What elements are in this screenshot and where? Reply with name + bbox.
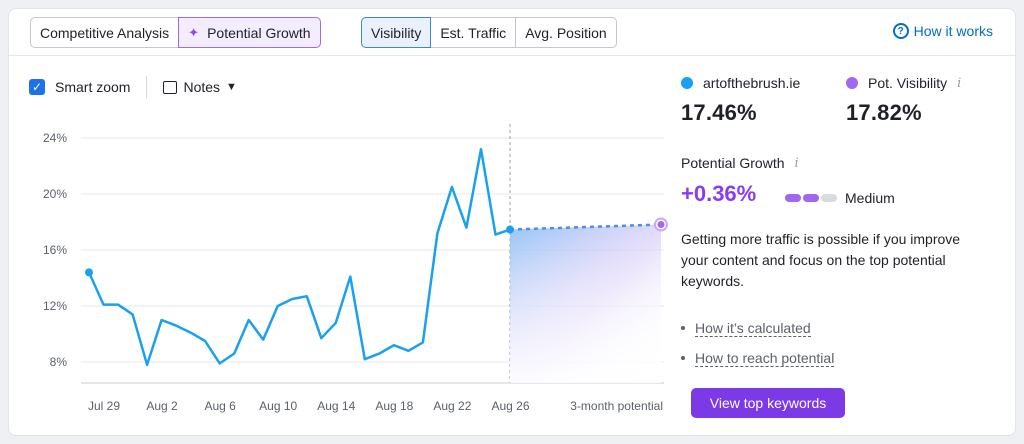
link-label: How to reach potential xyxy=(695,349,835,367)
x-tick-label: Jul 29 xyxy=(88,399,120,413)
x-tick-label: 3-month potential xyxy=(570,399,663,413)
x-tick-label: Aug 2 xyxy=(146,399,178,413)
question-icon: ? xyxy=(892,23,909,39)
domain-label: artofthebrush.ie xyxy=(703,75,801,91)
domain-metric: artofthebrush.ie 17.46% xyxy=(681,75,800,126)
x-tick-label: Aug 14 xyxy=(317,399,355,413)
growth-bar-segment xyxy=(803,194,819,202)
x-tick-label: Aug 22 xyxy=(433,399,471,413)
tab-visibility[interactable]: Visibility xyxy=(361,17,432,48)
tab-avg-position[interactable]: Avg. Position xyxy=(515,17,617,48)
growth-description: Getting more traffic is possible if you … xyxy=(681,231,961,289)
domain-visibility-value: 17.46% xyxy=(681,100,757,125)
y-tick-label: 20% xyxy=(43,187,67,201)
potential-line xyxy=(509,223,662,231)
link-how-to-reach[interactable]: How to reach potential xyxy=(681,343,835,373)
visibility-chart: 24% 20% 16% 12% 8% Jul 29 Aug 2 Aug 6 Aug 10 Aug… xyxy=(43,124,668,413)
how-it-works-link[interactable]: ? How it works xyxy=(892,23,993,39)
y-tick-label: 8% xyxy=(50,355,68,369)
pot-visibility-value: 17.82% xyxy=(846,100,922,125)
tab-label: Avg. Position xyxy=(525,24,607,41)
link-how-calculated[interactable]: How it’s calculated xyxy=(681,313,834,343)
growth-level-bar xyxy=(785,194,837,202)
notes-icon xyxy=(163,80,178,94)
info-icon[interactable]: i xyxy=(794,155,799,171)
y-tick-label: 24% xyxy=(43,131,67,145)
smart-zoom-checkbox[interactable]: ✓ xyxy=(29,79,45,95)
tab-competitive-analysis[interactable]: Competitive Analysis xyxy=(30,17,180,48)
tab-label: Visibility xyxy=(371,24,422,41)
divider xyxy=(146,76,148,98)
potential-area-fade xyxy=(510,224,661,383)
visibility-card: Competitive Analysis ✦ Potential Growth V… xyxy=(8,8,1016,436)
smart-zoom-label: Smart zoom xyxy=(55,79,131,95)
domain-dot xyxy=(681,77,693,89)
visibility-line xyxy=(87,147,511,367)
potential-growth-value: +0.36% xyxy=(681,181,757,206)
link-label: How it’s calculated xyxy=(695,319,811,337)
analysis-tab-group: Competitive Analysis ✦ Potential Growth xyxy=(30,17,321,48)
toolbar: Competitive Analysis ✦ Potential Growth V… xyxy=(9,9,1015,56)
today-point xyxy=(506,225,514,234)
chevron-down-icon: ▼ xyxy=(226,81,237,93)
x-tick-label: Aug 10 xyxy=(259,399,297,413)
start-point xyxy=(85,268,93,277)
view-top-keywords-button[interactable]: View top keywords xyxy=(691,388,845,418)
tab-label: Competitive Analysis xyxy=(40,24,170,41)
growth-bar-segment xyxy=(821,194,837,202)
tab-label: Potential Growth xyxy=(207,24,311,41)
growth-bar-segment xyxy=(785,194,801,202)
pot-visibility-metric: Pot. Visibility i 17.82% xyxy=(846,75,961,126)
pot-visibility-label: Pot. Visibility xyxy=(868,75,948,91)
growth-level-label: Medium xyxy=(845,190,895,206)
info-icon[interactable]: i xyxy=(957,75,962,91)
notes-dropdown[interactable]: Notes ▼ xyxy=(163,79,237,95)
tab-potential-growth[interactable]: ✦ Potential Growth xyxy=(178,17,321,48)
y-tick-label: 12% xyxy=(43,299,67,313)
notes-label: Notes xyxy=(183,79,221,95)
tab-label: Est. Traffic xyxy=(440,24,507,41)
how-it-works-label: How it works xyxy=(913,23,993,39)
potential-point xyxy=(657,221,665,229)
metric-tab-group: Visibility Est. Traffic Avg. Position xyxy=(361,17,617,48)
chart-controls: ✓ Smart zoom Notes ▼ xyxy=(29,76,237,98)
y-tick-label: 16% xyxy=(43,243,67,257)
sparkle-icon: ✦ xyxy=(188,24,200,40)
x-tick-label: Aug 26 xyxy=(491,399,529,413)
x-tick-label: Aug 18 xyxy=(375,399,413,413)
bullet xyxy=(681,326,685,330)
pot-dot xyxy=(846,77,858,89)
x-tick-label: Aug 6 xyxy=(204,399,236,413)
help-links: How it’s calculated How to reach potenti… xyxy=(681,313,835,373)
bullet xyxy=(681,356,685,360)
potential-growth-label: Potential Growth xyxy=(681,155,785,171)
potential-growth-heading: Potential Growth i xyxy=(681,155,799,171)
